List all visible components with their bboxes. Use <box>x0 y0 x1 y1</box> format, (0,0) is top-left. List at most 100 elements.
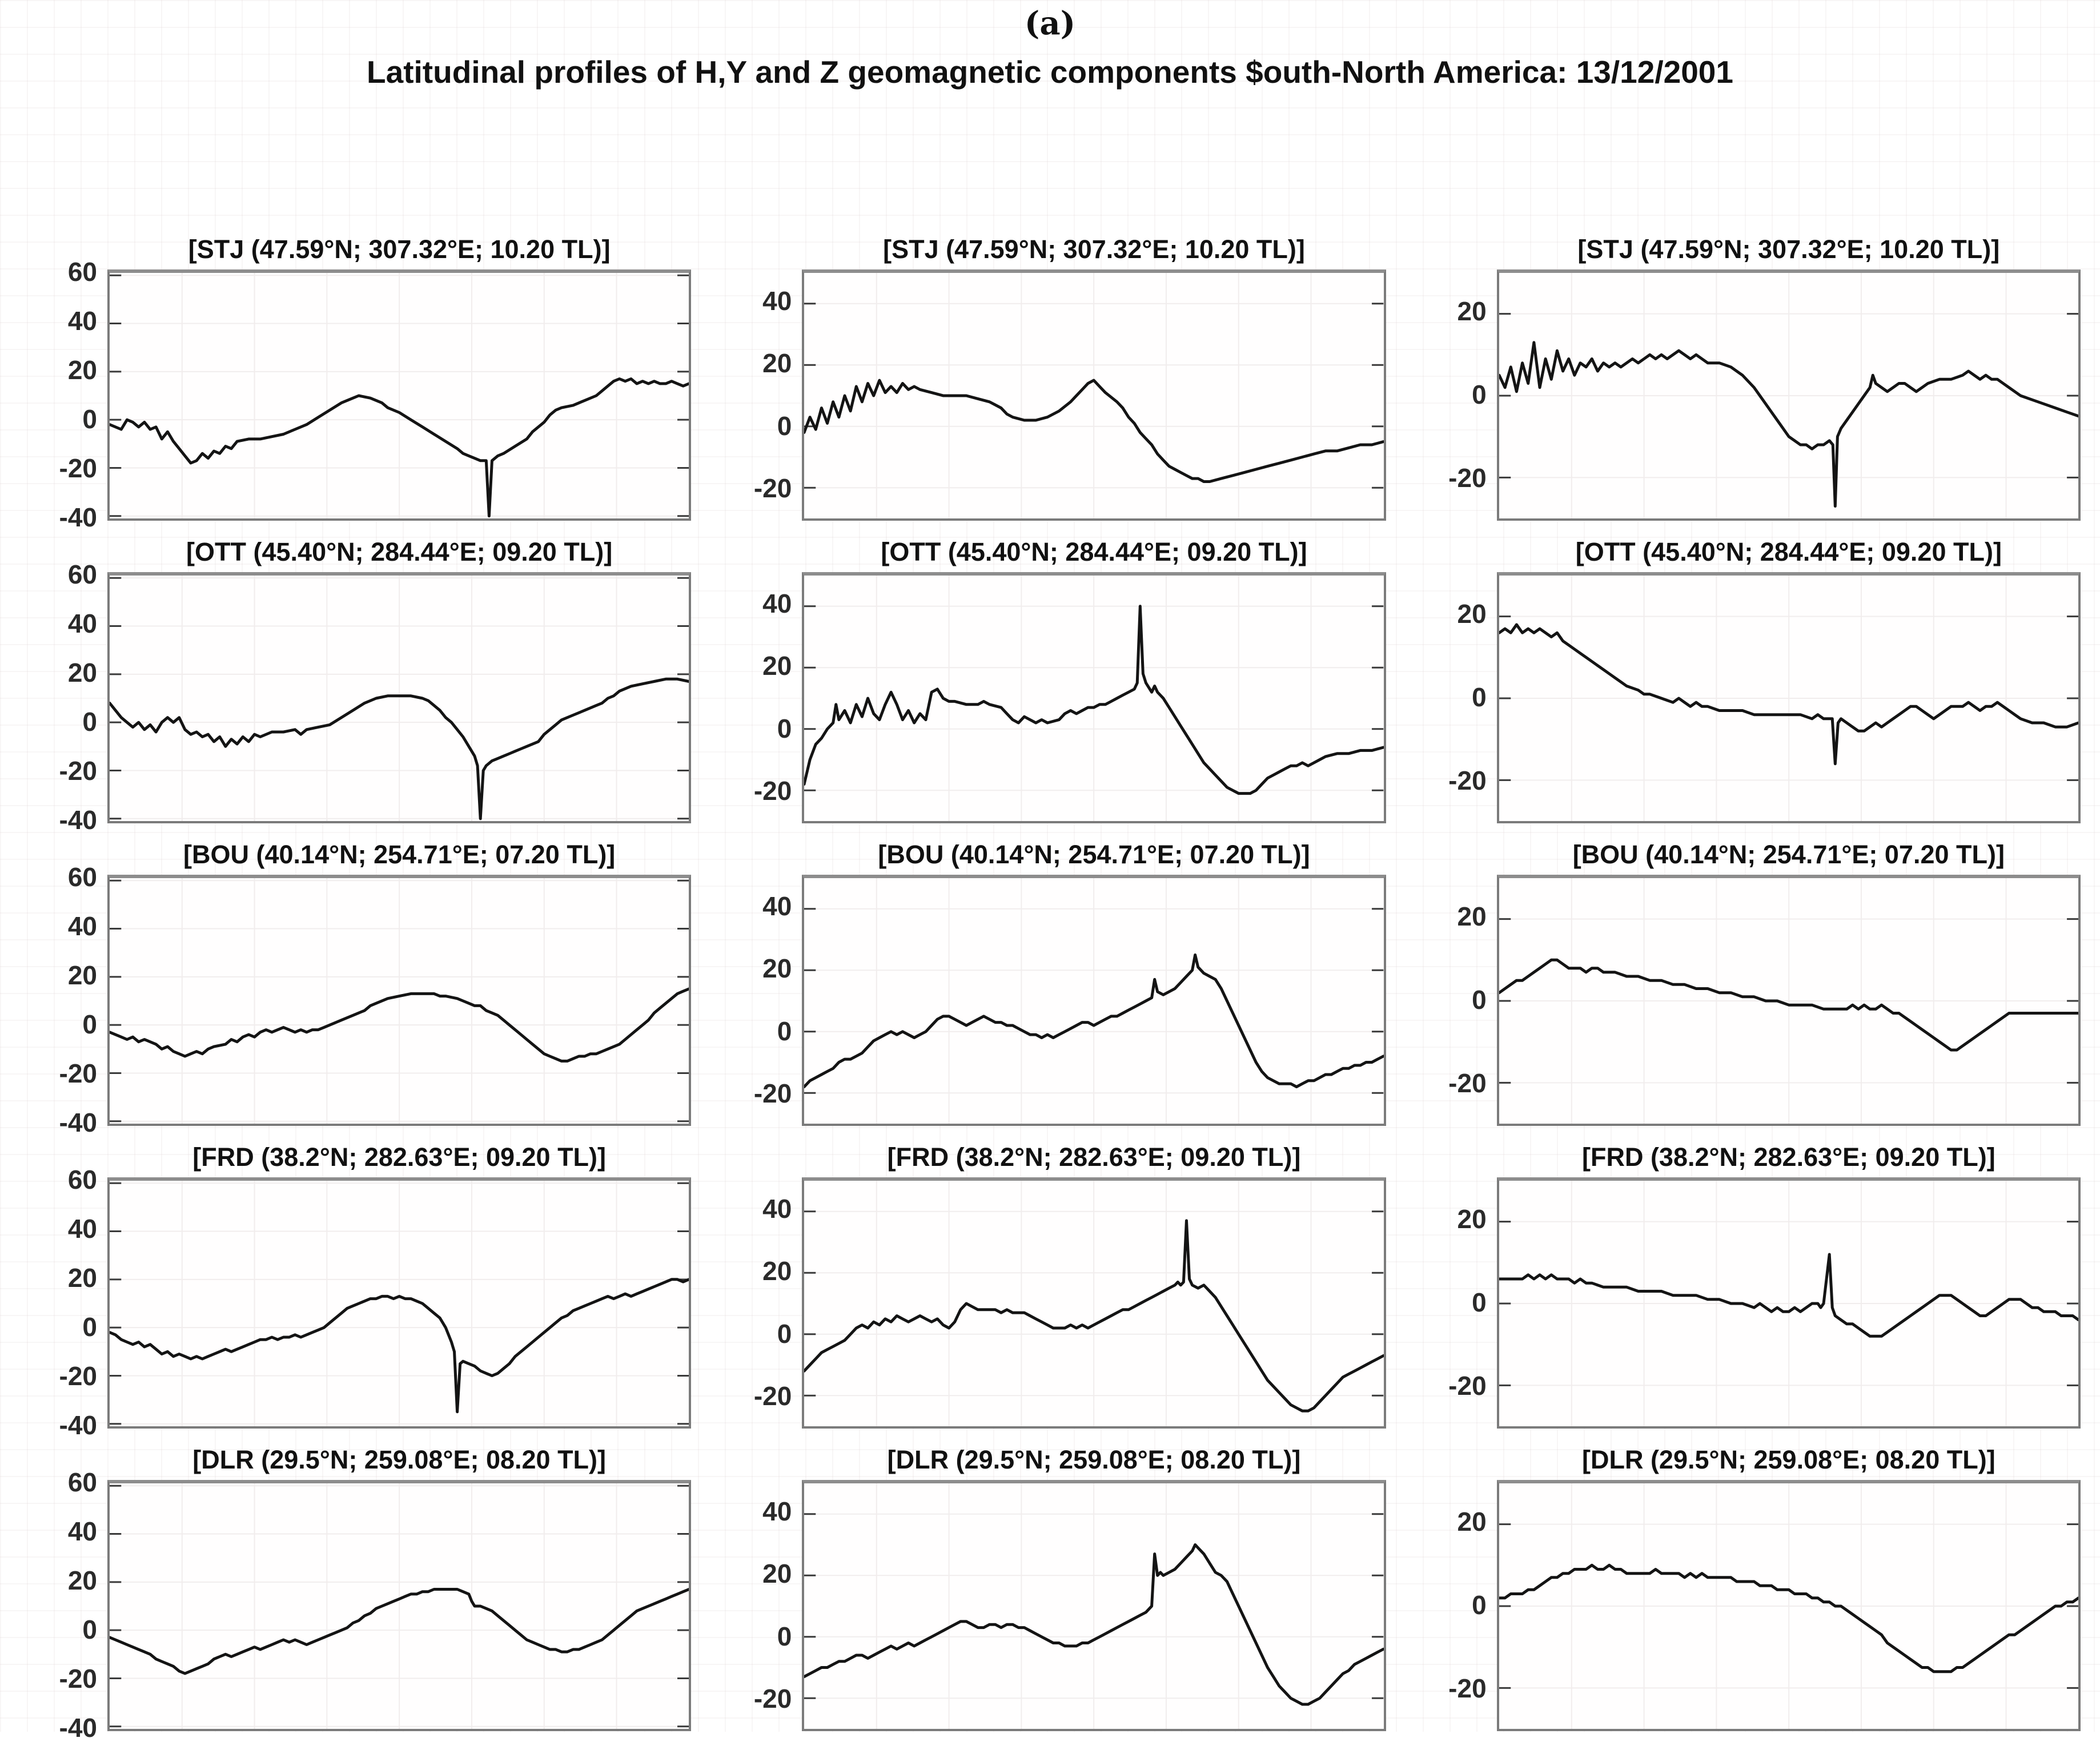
subplot-title: [DLR (29.5°N; 259.08°E; 08.20 TL)] <box>192 1445 607 1474</box>
data-line-STJ-Y <box>804 380 1383 481</box>
y-tick-label: -20 <box>59 1361 97 1391</box>
y-tick-label: 20 <box>67 658 97 688</box>
plot-canvas <box>1499 878 2078 1124</box>
y-tick-label: -20 <box>1448 1068 1487 1098</box>
y-axis-labels: 60 40 20 0 -20 -40 <box>5 1469 107 1740</box>
y-tick-label: 20 <box>762 954 792 984</box>
y-tick-label: 0 <box>1472 985 1487 1015</box>
subplot-title: [STJ (47.59°N; 307.32°E; 10.20 TL)] <box>1577 235 2000 264</box>
y-tick-label: -20 <box>753 1684 792 1714</box>
plot-box <box>1496 875 2081 1126</box>
y-axis-labels: 60 40 20 0 -20 -40 <box>5 1166 107 1438</box>
plot-canvas <box>110 576 689 821</box>
y-tick-label: 0 <box>1472 380 1487 409</box>
plot-box <box>107 269 692 521</box>
data-line-FRD-Z <box>1499 1254 2078 1336</box>
plot-box <box>802 572 1386 823</box>
y-tick-label: 0 <box>82 404 97 434</box>
subplot-FRD-Y: [FRD (38.2°N; 282.63°E; 09.20 TL)] 40 20 0 -… <box>699 1141 1386 1429</box>
y-tick-label: -40 <box>59 1107 97 1137</box>
subplot-title: [OTT (45.40°N; 284.44°E; 09.20 TL)] <box>881 537 1307 566</box>
y-tick-label: -20 <box>753 1381 792 1411</box>
y-tick-label: 0 <box>777 411 792 441</box>
y-axis-labels: 20 0 -20 <box>1394 1480 1497 1730</box>
plot-box <box>802 269 1386 521</box>
subplot-STJ-Y: [STJ (47.59°N; 307.32°E; 10.20 TL)] 40 20 0… <box>699 233 1386 521</box>
plot-canvas <box>1499 1181 2078 1426</box>
y-axis-labels: 20 0 -20 <box>1394 875 1497 1125</box>
y-tick-label: -40 <box>59 804 97 835</box>
y-tick-label: 40 <box>67 609 97 639</box>
y-tick-label: 0 <box>777 713 792 743</box>
y-tick-label: 20 <box>1457 296 1487 326</box>
subplot-OTT-H: [OTT (45.40°N; 284.44°E; 09.20 TL)] 60 40 2… <box>5 536 692 833</box>
plot-canvas <box>1499 576 2078 821</box>
plot-box <box>1496 1177 2081 1429</box>
y-axis-labels: 60 40 20 0 -20 -40 <box>5 864 107 1135</box>
plot-canvas <box>804 878 1383 1124</box>
y-tick-label: 40 <box>762 588 792 618</box>
y-tick-label: 0 <box>777 1016 792 1046</box>
plot-box <box>1496 269 2081 521</box>
plot-box <box>1496 572 2081 823</box>
plot-canvas <box>804 273 1383 518</box>
subplot-BOU-Z: [BOU (40.14°N; 254.71°E; 07.20 TL)] 20 0 -2… <box>1394 838 2081 1126</box>
y-tick-label: -40 <box>59 1410 97 1440</box>
subplot-title: [BOU (40.14°N; 254.71°E; 07.20 TL)] <box>183 840 616 869</box>
subplot-DLR-H: [DLR (29.5°N; 259.08°E; 08.20 TL)] 60 40 20… <box>5 1443 692 1741</box>
y-tick-label: 0 <box>82 1311 97 1342</box>
y-tick-label: 0 <box>82 706 97 737</box>
y-tick-label: -40 <box>59 1712 97 1743</box>
plot-box <box>802 1177 1386 1429</box>
y-tick-label: 40 <box>762 285 792 316</box>
y-tick-label: 40 <box>67 1516 97 1547</box>
plot-canvas <box>804 1181 1383 1426</box>
y-tick-label: 20 <box>1457 901 1487 931</box>
y-tick-label: 20 <box>762 1559 792 1589</box>
y-tick-label: 60 <box>67 1165 97 1195</box>
subplot-DLR-Y: [DLR (29.5°N; 259.08°E; 08.20 TL)] 40 20 0 -… <box>699 1443 1386 1731</box>
y-tick-label: -20 <box>753 776 792 806</box>
plot-box <box>107 1480 692 1731</box>
figure-title: Latitudinal profiles of H,Y and Z geomag… <box>367 54 1733 90</box>
data-line-OTT-H <box>110 679 689 819</box>
y-tick-label: 40 <box>67 911 97 942</box>
y-tick-label: 0 <box>777 1318 792 1349</box>
y-axis-labels: 40 20 0 -20 <box>699 1480 802 1730</box>
subplot-FRD-Z: [FRD (38.2°N; 282.63°E; 09.20 TL)] 20 0 -20 <box>1394 1141 2081 1429</box>
y-axis-labels: 40 20 0 -20 <box>699 572 802 822</box>
y-axis-labels: 20 0 -20 <box>1394 269 1497 520</box>
y-tick-label: 40 <box>67 306 97 336</box>
subplot-title: [OTT (45.40°N; 284.44°E; 09.20 TL)] <box>1575 537 2002 566</box>
subplot-OTT-Y: [OTT (45.40°N; 284.44°E; 09.20 TL)] 40 20 0… <box>699 536 1386 823</box>
y-tick-label: 60 <box>67 862 97 892</box>
y-axis-labels: 60 40 20 0 -20 -40 <box>5 561 107 832</box>
y-tick-label: 40 <box>762 1496 792 1526</box>
plot-box <box>1496 1480 2081 1731</box>
plot-canvas <box>804 1483 1383 1729</box>
y-tick-label: 0 <box>1472 1288 1487 1317</box>
figure-label: (a) <box>1024 5 1076 42</box>
y-tick-label: 40 <box>762 891 792 921</box>
y-tick-label: 20 <box>1457 1204 1487 1234</box>
subplot-STJ-Z: [STJ (47.59°N; 307.32°E; 10.20 TL)] 20 0 -2… <box>1394 233 2081 521</box>
subplot-OTT-Z: [OTT (45.40°N; 284.44°E; 09.20 TL)] 20 0 -2… <box>1394 536 2081 823</box>
plot-canvas <box>110 1483 689 1729</box>
y-tick-label: 40 <box>762 1193 792 1224</box>
data-line-BOU-Z <box>1499 960 2078 1050</box>
y-tick-label: 20 <box>1457 598 1487 629</box>
subplot-BOU-Y: [BOU (40.14°N; 254.71°E; 07.20 TL)] 40 20 0… <box>699 838 1386 1126</box>
y-tick-label: -20 <box>59 1663 97 1693</box>
plot-canvas <box>110 878 689 1124</box>
y-tick-label: 20 <box>762 348 792 379</box>
data-line-OTT-Z <box>1499 625 2078 764</box>
y-axis-labels: 20 0 -20 <box>1394 572 1497 822</box>
subplot-STJ-H: [STJ (47.59°N; 307.32°E; 10.20 TL)] 60 40 2… <box>5 233 692 530</box>
y-tick-label: -20 <box>59 755 97 786</box>
y-tick-label: -20 <box>59 1058 97 1088</box>
data-line-DLR-Y <box>804 1545 1383 1705</box>
subplot-title: [FRD (38.2°N; 282.63°E; 09.20 TL)] <box>887 1142 1301 1172</box>
plot-box <box>107 572 692 823</box>
y-tick-label: -20 <box>753 1079 792 1109</box>
subplot-title: [FRD (38.2°N; 282.63°E; 09.20 TL)] <box>1581 1142 1995 1172</box>
